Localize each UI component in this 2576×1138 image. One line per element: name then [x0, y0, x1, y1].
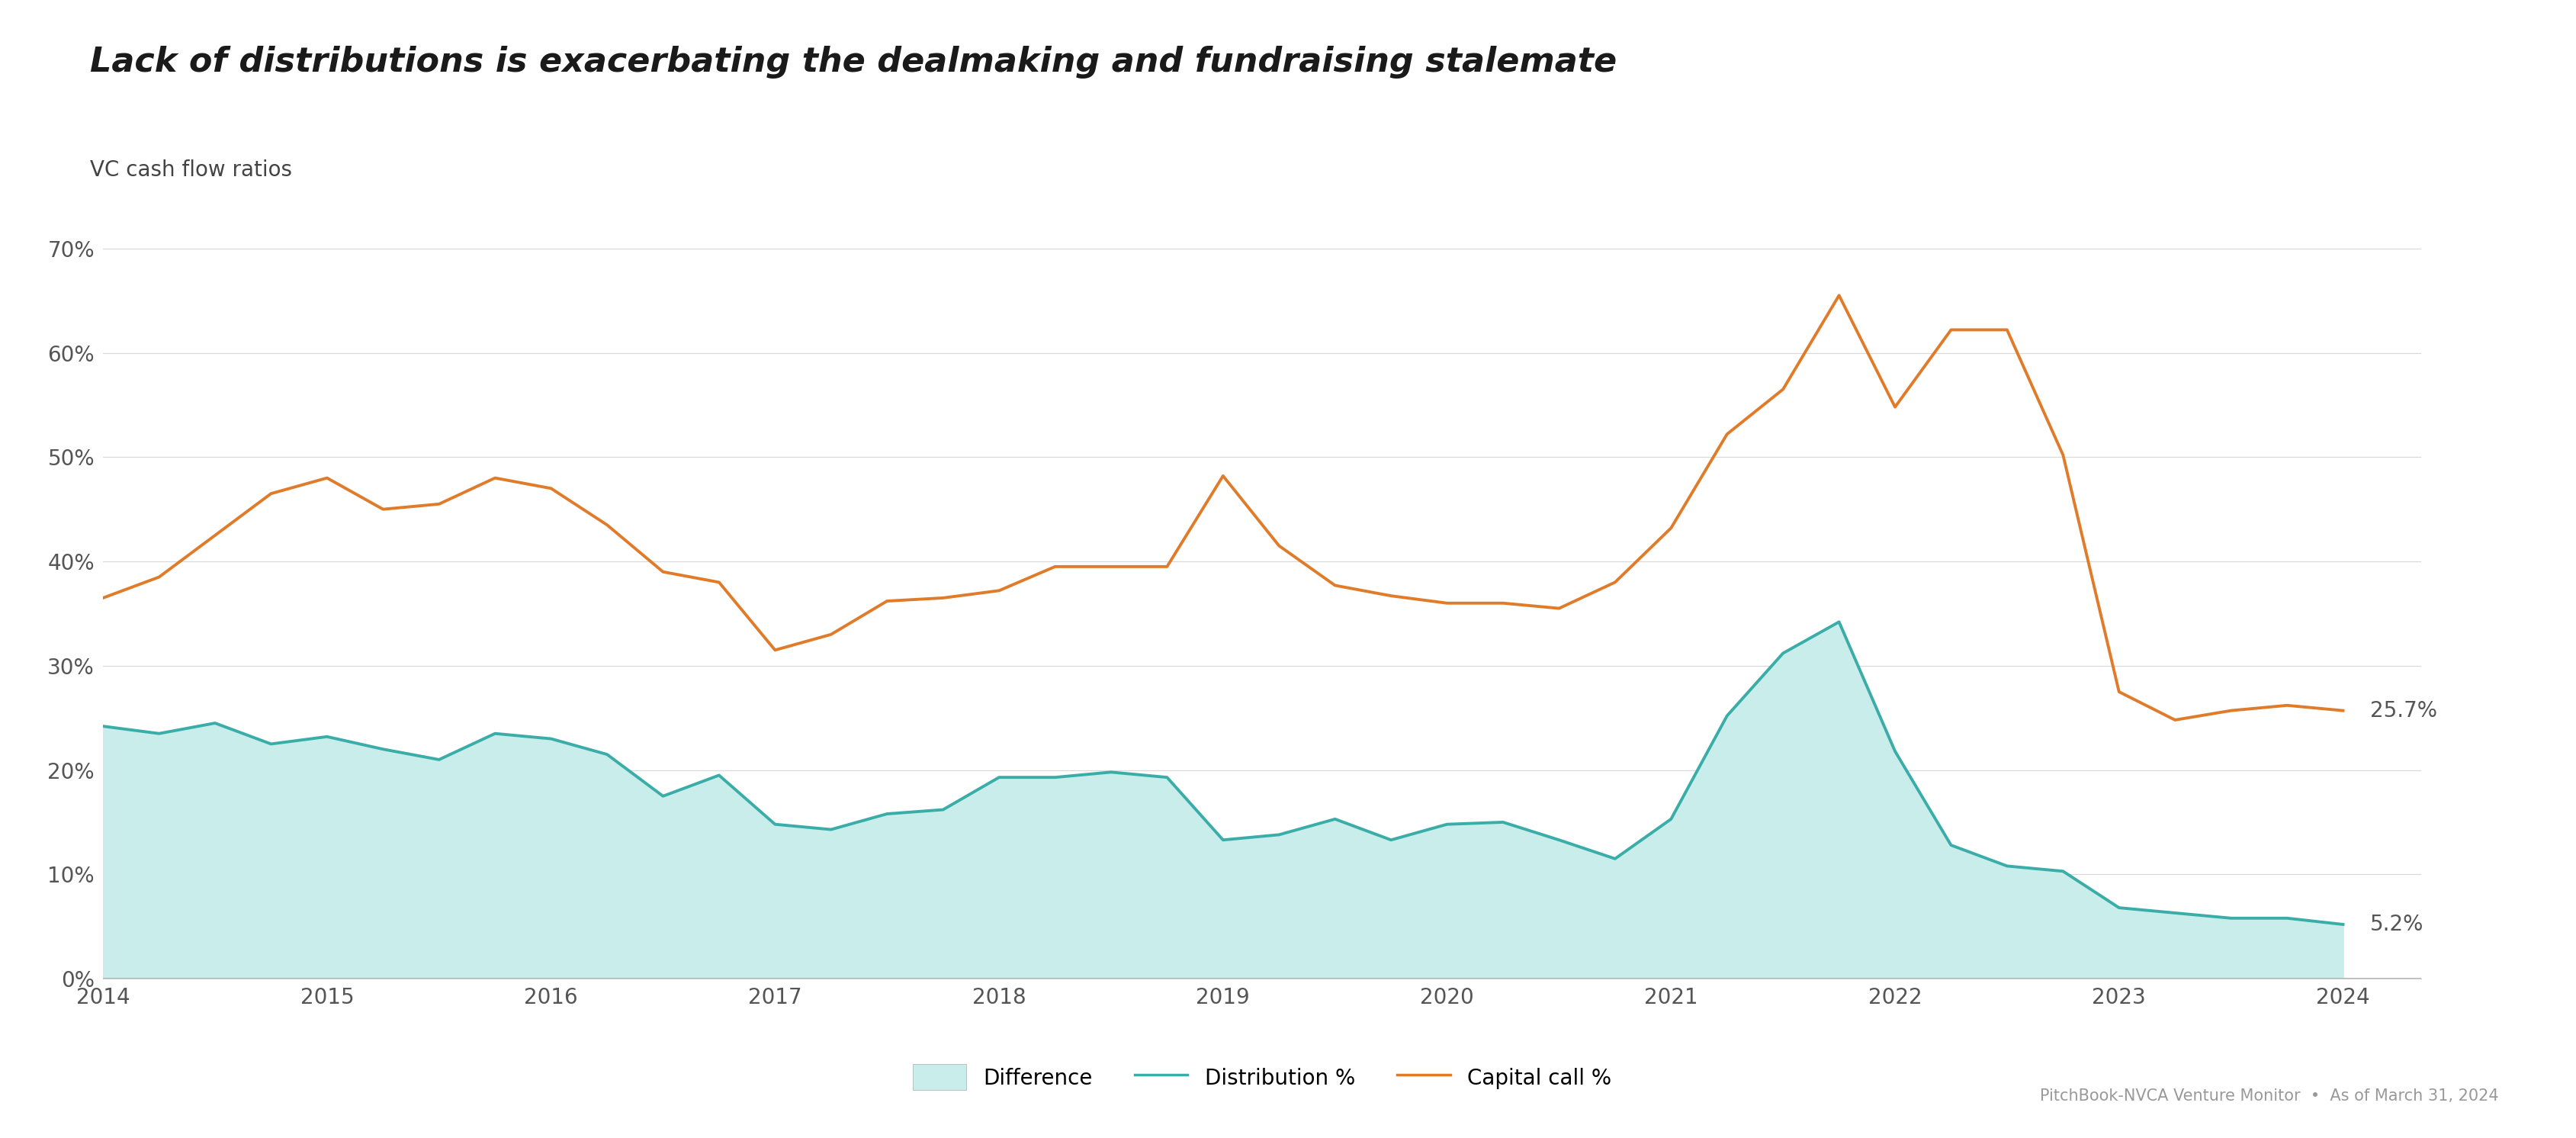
Text: Lack of distributions is exacerbating the dealmaking and fundraising stalemate: Lack of distributions is exacerbating th…	[90, 46, 1618, 79]
Text: 5.2%: 5.2%	[2370, 914, 2424, 935]
Text: 25.7%: 25.7%	[2370, 700, 2437, 721]
Text: PitchBook-NVCA Venture Monitor  •  As of March 31, 2024: PitchBook-NVCA Venture Monitor • As of M…	[2040, 1089, 2499, 1104]
Text: VC cash flow ratios: VC cash flow ratios	[90, 159, 291, 181]
Legend: Difference, Distribution %, Capital call %: Difference, Distribution %, Capital call…	[912, 1064, 1613, 1090]
